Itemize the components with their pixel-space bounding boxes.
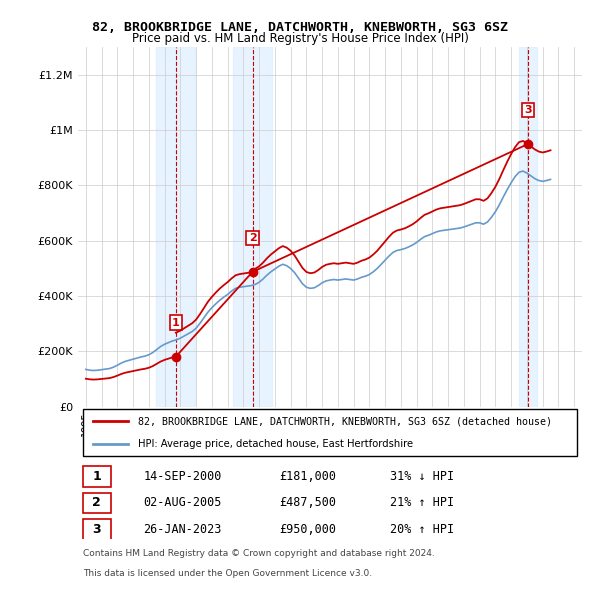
Text: Contains HM Land Registry data © Crown copyright and database right 2024.: Contains HM Land Registry data © Crown c… [83,549,435,558]
Text: This data is licensed under the Open Government Licence v3.0.: This data is licensed under the Open Gov… [83,569,372,578]
Text: 21% ↑ HPI: 21% ↑ HPI [391,497,455,510]
Text: £950,000: £950,000 [280,523,337,536]
Text: 26-JAN-2023: 26-JAN-2023 [143,523,222,536]
Text: HPI: Average price, detached house, East Hertfordshire: HPI: Average price, detached house, East… [139,439,413,449]
Text: 1: 1 [92,470,101,483]
FancyBboxPatch shape [83,409,577,456]
Text: 2: 2 [92,497,101,510]
Text: 82, BROOKBRIDGE LANE, DATCHWORTH, KNEBWORTH, SG3 6SZ (detached house): 82, BROOKBRIDGE LANE, DATCHWORTH, KNEBWO… [139,417,553,427]
FancyBboxPatch shape [83,493,111,513]
Bar [233,47,272,407]
Text: 3: 3 [92,523,101,536]
Text: £181,000: £181,000 [280,470,337,483]
Text: 14-SEP-2000: 14-SEP-2000 [143,470,222,483]
Text: 2: 2 [248,233,256,243]
Bar [156,47,196,407]
Text: £487,500: £487,500 [280,497,337,510]
Text: 3: 3 [524,105,532,115]
Text: 1: 1 [172,317,179,327]
Text: Price paid vs. HM Land Registry's House Price Index (HPI): Price paid vs. HM Land Registry's House … [131,32,469,45]
FancyBboxPatch shape [83,466,111,487]
Text: 31% ↓ HPI: 31% ↓ HPI [391,470,455,483]
Bar [518,47,538,407]
Text: 82, BROOKBRIDGE LANE, DATCHWORTH, KNEBWORTH, SG3 6SZ: 82, BROOKBRIDGE LANE, DATCHWORTH, KNEBWO… [92,21,508,34]
Text: 02-AUG-2005: 02-AUG-2005 [143,497,222,510]
Text: 20% ↑ HPI: 20% ↑ HPI [391,523,455,536]
FancyBboxPatch shape [83,519,111,540]
